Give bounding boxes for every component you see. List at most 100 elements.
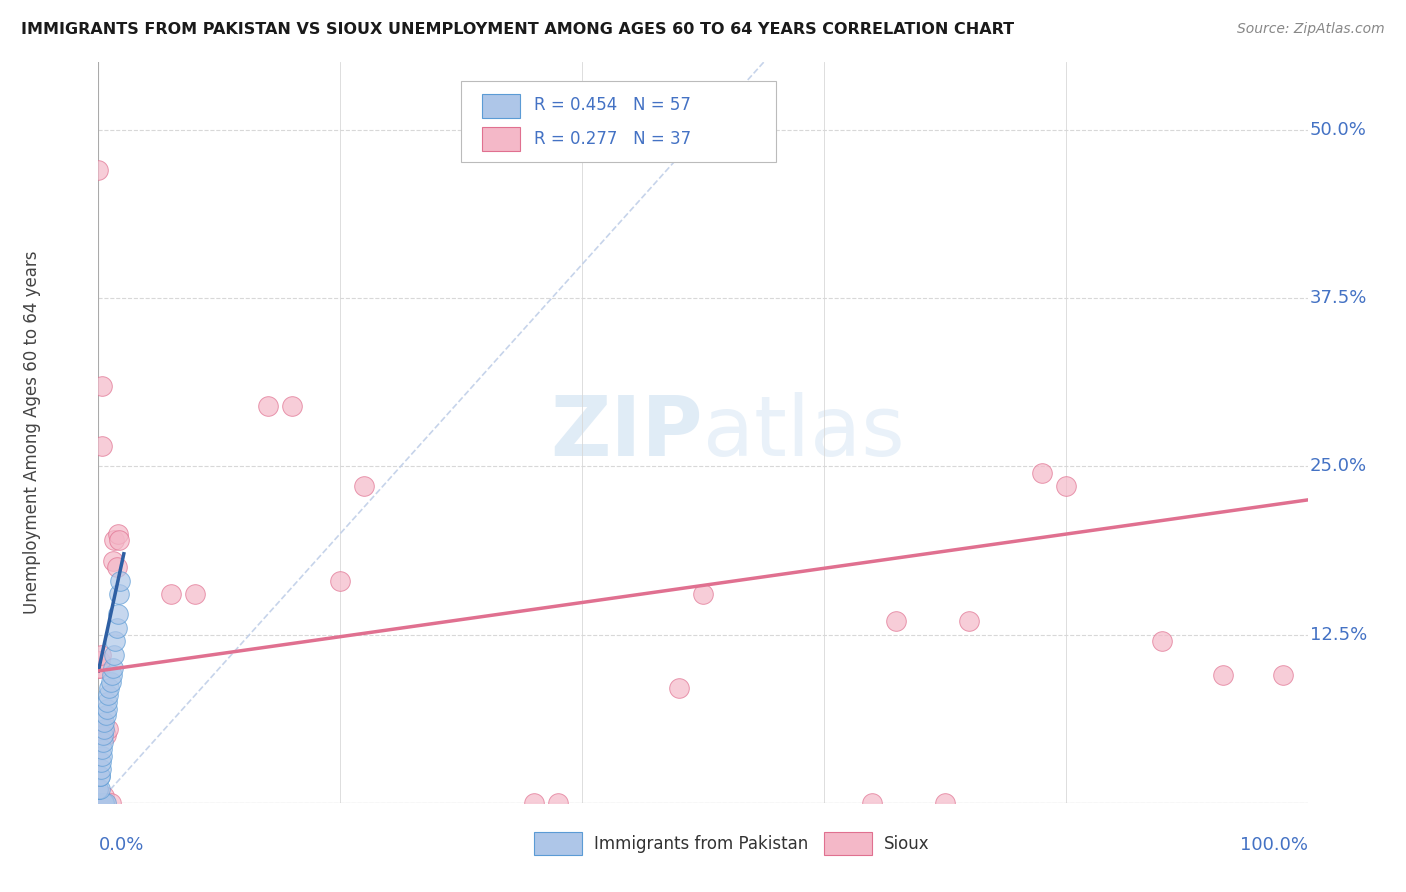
- Point: [87, 796, 110, 810]
- Point: [91, 729, 114, 743]
- Point: [108, 533, 131, 548]
- Point: [100, 668, 122, 682]
- Point: [87, 782, 110, 797]
- Point: [89, 782, 111, 797]
- Point: [91, 796, 114, 810]
- Point: [94, 796, 117, 810]
- Point: [103, 533, 125, 548]
- Point: [934, 796, 956, 810]
- Point: [87, 796, 110, 810]
- Point: [90, 648, 112, 662]
- Bar: [534, 832, 582, 855]
- Point: [89, 796, 111, 810]
- Point: [89, 796, 111, 810]
- Point: [160, 587, 183, 601]
- Point: [91, 439, 114, 453]
- Point: [90, 796, 112, 810]
- Point: [108, 587, 131, 601]
- Point: [87, 796, 110, 810]
- Point: [89, 655, 111, 669]
- Point: [523, 796, 546, 810]
- Point: [91, 735, 114, 749]
- Point: [89, 661, 111, 675]
- Point: [668, 681, 690, 696]
- Text: 12.5%: 12.5%: [1310, 625, 1367, 643]
- Point: [96, 701, 118, 715]
- Point: [91, 796, 114, 810]
- Point: [108, 574, 131, 588]
- Point: [886, 614, 908, 628]
- Point: [87, 796, 110, 810]
- Point: [87, 796, 110, 810]
- Point: [93, 789, 115, 803]
- Text: R = 0.454   N = 57: R = 0.454 N = 57: [534, 96, 690, 114]
- Point: [90, 796, 112, 810]
- Text: 50.0%: 50.0%: [1310, 120, 1367, 139]
- Point: [105, 560, 128, 574]
- Point: [98, 681, 121, 696]
- Point: [91, 796, 114, 810]
- Point: [91, 796, 114, 810]
- Text: IMMIGRANTS FROM PAKISTAN VS SIOUX UNEMPLOYMENT AMONG AGES 60 TO 64 YEARS CORRELA: IMMIGRANTS FROM PAKISTAN VS SIOUX UNEMPL…: [21, 22, 1014, 37]
- Bar: [482, 94, 520, 118]
- Text: Immigrants from Pakistan: Immigrants from Pakistan: [595, 835, 808, 853]
- Point: [184, 587, 207, 601]
- Point: [89, 796, 111, 810]
- Point: [100, 796, 122, 810]
- Point: [1212, 668, 1234, 682]
- Point: [94, 729, 117, 743]
- Point: [91, 796, 114, 810]
- FancyBboxPatch shape: [461, 81, 776, 162]
- Point: [87, 796, 110, 810]
- Point: [90, 796, 112, 810]
- Point: [94, 708, 117, 723]
- Point: [87, 796, 110, 810]
- Point: [107, 607, 129, 622]
- Point: [353, 479, 375, 493]
- Point: [860, 796, 883, 810]
- Point: [89, 796, 111, 810]
- Point: [103, 648, 125, 662]
- Point: [89, 769, 111, 783]
- Text: R = 0.277   N = 37: R = 0.277 N = 37: [534, 129, 690, 148]
- Point: [87, 796, 110, 810]
- Text: ZIP: ZIP: [551, 392, 703, 473]
- Bar: [482, 127, 520, 152]
- Point: [91, 378, 114, 392]
- Text: Source: ZipAtlas.com: Source: ZipAtlas.com: [1237, 22, 1385, 37]
- Point: [547, 796, 569, 810]
- Point: [1152, 634, 1174, 648]
- Point: [89, 796, 111, 810]
- Point: [957, 614, 980, 628]
- Point: [89, 796, 111, 810]
- Point: [93, 796, 115, 810]
- Point: [1031, 466, 1053, 480]
- Point: [93, 722, 115, 736]
- Point: [97, 688, 120, 702]
- Text: 25.0%: 25.0%: [1310, 458, 1367, 475]
- Point: [91, 742, 114, 756]
- Point: [91, 748, 114, 763]
- Point: [107, 526, 129, 541]
- Point: [101, 553, 124, 567]
- Point: [90, 756, 112, 770]
- Text: 37.5%: 37.5%: [1310, 289, 1368, 307]
- Point: [329, 574, 352, 588]
- Text: Unemployment Among Ages 60 to 64 years: Unemployment Among Ages 60 to 64 years: [22, 251, 41, 615]
- Point: [281, 399, 304, 413]
- Point: [87, 796, 110, 810]
- Point: [1272, 668, 1295, 682]
- Point: [101, 661, 124, 675]
- Point: [1054, 479, 1077, 493]
- Point: [256, 399, 278, 413]
- Point: [692, 587, 714, 601]
- Point: [89, 769, 111, 783]
- Point: [90, 762, 112, 776]
- Point: [87, 796, 110, 810]
- Point: [87, 163, 110, 178]
- Text: 0.0%: 0.0%: [98, 837, 143, 855]
- Point: [90, 796, 112, 810]
- Text: Sioux: Sioux: [884, 835, 929, 853]
- Point: [100, 674, 122, 689]
- Point: [93, 714, 115, 729]
